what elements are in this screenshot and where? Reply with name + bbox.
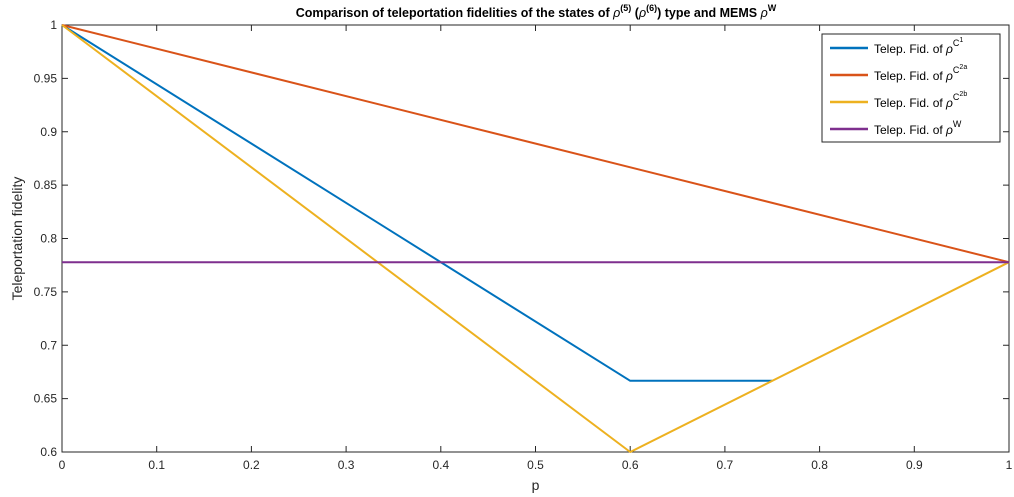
chart-title: Comparison of teleportation fidelities o…: [296, 3, 777, 20]
y-tick-label: 0.6: [40, 445, 57, 459]
y-tick-label: 0.65: [34, 392, 58, 406]
y-tick-label: 0.8: [40, 232, 57, 246]
x-tick-label: 0.2: [243, 458, 260, 472]
title-rho-w: ρ: [760, 6, 768, 20]
y-tick-label: 0.9: [40, 125, 57, 139]
series-line-1: [61, 24, 773, 382]
x-tick-label: 0.6: [622, 458, 639, 472]
x-tick-label: 0.4: [432, 458, 449, 472]
title-paren-open: (: [631, 6, 639, 20]
series-line-2: [61, 24, 1010, 264]
axis-ticks: 0 0.1 0.2 0.3 0.4 0.5 0.6 0.7 0.8 0.9 1 0.6 0.65 0.7 0…: [34, 18, 1013, 472]
title-rho-5: ρ: [612, 6, 620, 20]
title-sup-6: (6): [646, 3, 657, 13]
legend-entry-1: Telep. Fid. of ρC1: [874, 37, 963, 56]
series-line-3: [61, 24, 1010, 453]
legend: Telep. Fid. of ρC1 Telep. Fid. of ρC2a Tel…: [821, 33, 1001, 143]
legend-box: [821, 33, 1001, 143]
x-tick-label: 0.7: [717, 458, 734, 472]
y-tick-label: 0.75: [34, 285, 58, 299]
x-tick-label: 0.9: [906, 458, 923, 472]
x-tick-label: 1: [1006, 458, 1013, 472]
title-rho-6: ρ: [638, 6, 646, 20]
y-axis-label: Teleportation fidelity: [9, 177, 25, 301]
legend-entry-4: Telep. Fid. of ρW: [874, 119, 962, 137]
y-tick-label: 1: [50, 18, 57, 32]
x-tick-label: 0.3: [338, 458, 355, 472]
x-tick-label: 0: [59, 458, 66, 472]
legend-entry-3: Telep. Fid. of ρC2b: [874, 91, 967, 110]
x-axis-label: p: [532, 477, 540, 493]
title-sup-5: (5): [620, 3, 631, 13]
title-paren-close: ) type and MEMS: [657, 6, 760, 20]
y-tick-label: 0.7: [40, 338, 57, 352]
x-tick-label: 0.5: [527, 458, 544, 472]
series-layer: [61, 24, 1010, 453]
x-tick-label: 0.1: [148, 458, 165, 472]
title-sup-w: W: [768, 3, 777, 13]
y-tick-label: 0.85: [34, 178, 58, 192]
x-tick-label: 0.8: [811, 458, 828, 472]
legend-entry-2: Telep. Fid. of ρC2a: [874, 64, 967, 83]
title-prefix: Comparison of teleportation fidelities o…: [296, 6, 613, 20]
y-tick-label: 0.95: [34, 71, 58, 85]
